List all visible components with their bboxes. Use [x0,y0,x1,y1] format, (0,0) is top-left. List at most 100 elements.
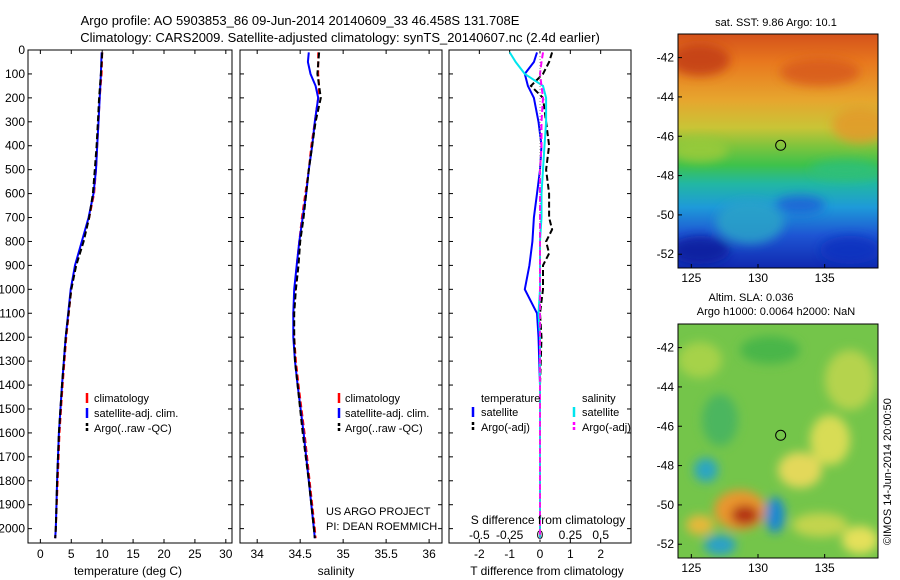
sla-map-image [678,324,878,558]
legend-climatology-label: climatology [94,393,150,405]
difference-x-axis: -2 -1 0 1 2-0.5 -0.25 0 0.25 0.5 [469,50,609,561]
sst-map-axes: 125 130 135 -42 -44 -46 -48 -50 -52 [657,51,835,285]
map-y-tick-label: -46 [657,129,675,143]
temperature-series [54,52,104,539]
depth-tick-label: 1600 [0,426,25,440]
sla-map-title-2: Argo h1000: 0.0064 h2000: NaN [697,306,855,318]
x-tick-label: -2 [474,547,485,561]
difference-series [508,50,554,543]
x-tick-label: 34.5 [288,547,312,561]
temperature-panel-frame [27,49,233,544]
salinity-xlabel: salinity [318,564,355,578]
salinity-x-axis: 34 34.5 35 35.5 36 [251,50,436,561]
x-tick-label: 35 [336,547,350,561]
depth-tick-label: 1800 [0,474,25,488]
map-y-tick-label: -48 [657,459,675,473]
depth-tick-label: 1500 [0,402,25,416]
series-line-salinity-argo-adj- [538,52,545,539]
map-y-tick-label: -42 [657,341,675,355]
sst-map-frame [677,33,879,269]
legend-temperature-heading: temperature [481,393,540,405]
depth-tick-label: 100 [5,67,25,81]
depth-tick-label: 1200 [0,330,25,344]
legend-salinity-heading: salinity [582,393,616,405]
depth-tick-label: 500 [5,163,25,177]
x-tick-label: 10 [96,547,110,561]
x-tick-label: 36 [422,547,436,561]
difference-legend: temperature satellite Argo(-adj) salinit… [471,393,631,434]
map-y-tick-label: -48 [657,169,675,183]
map-y-tick-label: -50 [657,208,675,222]
depth-tick-label: 900 [5,258,25,272]
depth-axis: 0 100 200 300 400 500 600 700 800 900 1000 1100 1200… [0,43,631,536]
header-line-1: Argo profile: AO 5903853_86 09-Jun-2014 … [81,13,520,28]
map-y-tick-label: -46 [657,419,675,433]
x-tick-label: 35.5 [374,547,398,561]
series-line-climatology [54,52,104,539]
s-tick-label: 0.25 [559,528,583,542]
depth-tick-label: 400 [5,139,25,153]
x-tick-label: 25 [188,547,202,561]
x-tick-label: 20 [157,547,171,561]
difference-xlabel-top: S difference from climatology [471,513,626,527]
x-tick-label: -1 [504,547,515,561]
x-tick-label: 15 [126,547,140,561]
depth-tick-label: 1400 [0,378,25,392]
sst-map-image [678,34,878,268]
header-line-2: Climatology: CARS2009. Satellite-adjuste… [80,30,600,45]
x-tick-label: 1 [567,547,574,561]
depth-tick-label: 300 [5,115,25,129]
x-tick-label: 34 [251,547,265,561]
depth-tick-label: 1700 [0,450,25,464]
map-x-tick-label: 130 [748,271,768,285]
map-x-tick-label: 135 [815,561,835,575]
x-tick-label: 30 [219,547,233,561]
map-y-tick-label: -50 [657,498,675,512]
depth-tick-label: 1900 [0,498,25,512]
depth-tick-label: 600 [5,187,25,201]
map-x-tick-label: 135 [815,271,835,285]
series-line-satellite-adj-clim- [54,52,103,539]
difference-xlabel: T difference from climatology [470,564,624,578]
imos-timestamp: ©IMOS 14-Jun-2014 20:00:50 [882,398,894,545]
map-x-tick-label: 130 [748,561,768,575]
legend-argo-label: Argo(..raw -QC) [345,423,423,435]
x-tick-label: 0 [37,547,44,561]
legend-argo-label: Argo(..raw -QC) [94,423,172,435]
argo-location-marker [775,139,787,151]
map-x-tick-label: 125 [681,561,701,575]
depth-tick-label: 700 [5,211,25,225]
map-y-tick-label: -52 [657,537,675,551]
project-annotation-line-2: PI: DEAN ROEMMICH [326,521,437,533]
sla-map-title-1: Altim. SLA: 0.036 [709,292,794,304]
map-y-tick-label: -42 [657,51,675,65]
depth-tick-label: 800 [5,234,25,248]
depth-tick-label: 1000 [0,282,25,296]
depth-tick-label: 1300 [0,354,25,368]
sla-map-axes: 125 130 135 -42 -44 -46 -48 -50 -52 [657,341,835,575]
legend-sal-argo-label: Argo(-adj) [582,422,631,434]
salinity-panel-frame [239,49,443,544]
map-y-tick-label: -44 [657,90,675,104]
legend-satellite-label: satellite-adj. clim. [94,408,178,420]
map-x-tick-label: 125 [681,271,701,285]
temperature-x-axis: 0 5 10 15 20 25 30 [37,50,233,561]
s-tick-label: -0.5 [469,528,490,542]
temperature-xlabel: temperature (deg C) [74,564,182,578]
series-line-argo-raw-qc- [54,52,104,539]
sla-map-frame [677,323,879,559]
depth-tick-label: 200 [5,91,25,105]
x-tick-label: 0 [537,547,544,561]
depth-tick-label: 2000 [0,522,25,536]
s-tick-label: 0.5 [592,528,609,542]
argo-location-marker [775,429,787,441]
sst-map-title: sat. SST: 9.86 Argo: 10.1 [715,17,837,29]
x-tick-label: 2 [597,547,604,561]
legend-temp-argo-label: Argo(-adj) [481,422,530,434]
project-annotation-line-1: US ARGO PROJECT [326,506,431,518]
salinity-legend: climatology satellite-adj. clim. Argo(..… [337,393,429,435]
legend-sal-satellite-label: satellite [582,407,619,419]
salinity-series [292,52,322,539]
map-y-tick-label: -44 [657,380,675,394]
